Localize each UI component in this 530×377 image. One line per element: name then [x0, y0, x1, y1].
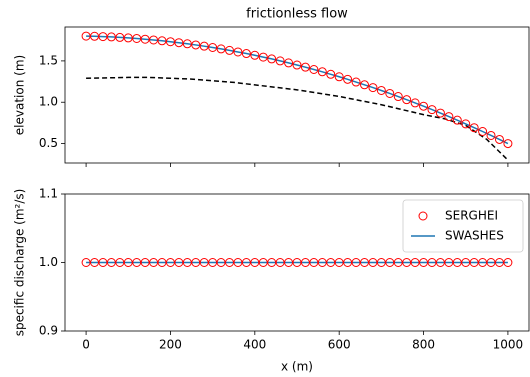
data-point	[157, 36, 167, 46]
data-point	[385, 88, 395, 98]
data-point	[486, 130, 496, 140]
data-point	[208, 43, 218, 53]
y-tick-label: 0.9	[39, 324, 58, 338]
x-tick-label: 800	[412, 338, 435, 352]
data-point	[309, 64, 319, 74]
x-tick-label: 0	[82, 338, 90, 352]
chart-title: frictionless flow	[246, 7, 348, 22]
x-tick-label: 1000	[493, 338, 524, 352]
data-point	[368, 83, 378, 93]
data-point	[292, 60, 302, 70]
data-point	[267, 54, 277, 64]
data-point	[174, 38, 184, 48]
data-point	[469, 123, 479, 133]
y-tick-label: 1.0	[39, 255, 58, 269]
data-point	[241, 49, 251, 59]
data-point	[478, 127, 488, 137]
legend-label: SWASHES	[445, 229, 504, 243]
data-point	[199, 41, 209, 51]
plot-area	[81, 31, 513, 161]
data-point	[452, 115, 462, 125]
data-point	[275, 56, 285, 66]
axes-frame	[64, 193, 530, 332]
data-point	[233, 47, 243, 57]
data-point	[393, 92, 403, 102]
data-point	[182, 39, 192, 49]
data-point	[503, 139, 513, 149]
data-point	[427, 105, 437, 115]
y-axis-label: specific discharge (m²/s)	[13, 189, 27, 337]
legend-box	[402, 199, 524, 253]
y-tick-label: 0.5	[39, 136, 58, 150]
y-tick-label: 1.5	[39, 53, 58, 67]
legend-marker	[418, 211, 428, 221]
x-axis-label: x (m)	[281, 360, 313, 374]
data-point	[165, 37, 175, 47]
x-tick-label: 200	[159, 338, 182, 352]
data-point	[284, 58, 294, 68]
data-point	[461, 119, 471, 129]
plot-area	[81, 258, 513, 267]
data-point	[410, 98, 420, 108]
dashed-line	[86, 76, 509, 161]
data-point	[494, 134, 504, 144]
legend-label: SERGHEI	[445, 209, 498, 223]
data-point	[225, 45, 235, 55]
data-point	[334, 72, 344, 82]
axes-frame	[64, 26, 530, 164]
y-axis-label: elevation (m)	[13, 55, 27, 135]
x-tick-label: 400	[243, 338, 266, 352]
line	[86, 35, 509, 145]
data-point	[503, 258, 513, 267]
data-point	[351, 77, 361, 87]
data-point	[376, 85, 386, 95]
data-point	[149, 35, 159, 45]
data-point	[402, 95, 412, 105]
data-point	[300, 62, 310, 72]
data-point	[250, 50, 260, 60]
data-point	[444, 112, 454, 122]
data-point	[343, 74, 353, 84]
data-point	[326, 69, 336, 79]
data-point	[359, 80, 369, 90]
data-point	[435, 108, 445, 118]
data-point	[191, 40, 201, 50]
data-point	[216, 44, 226, 54]
y-tick-label: 1.0	[39, 95, 58, 109]
y-tick-label: 1.1	[39, 187, 58, 201]
data-point	[419, 101, 429, 111]
data-point	[317, 67, 327, 77]
x-tick-label: 600	[328, 338, 351, 352]
data-point	[258, 52, 268, 62]
